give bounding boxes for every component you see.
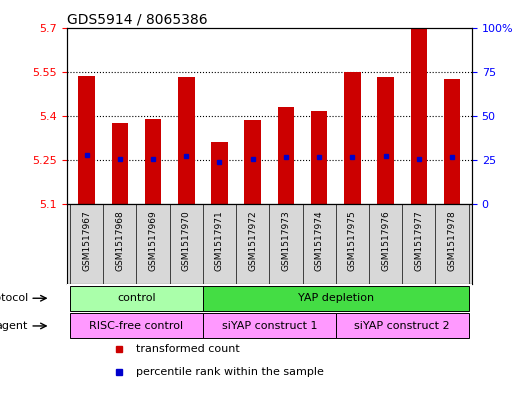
Bar [244,120,261,204]
Text: GSM1517969: GSM1517969 [149,210,157,271]
Bar [203,286,469,311]
Bar [211,142,228,204]
Bar [311,111,327,204]
Text: transformed count: transformed count [135,344,240,354]
Bar [70,286,203,311]
Text: GSM1517973: GSM1517973 [282,210,290,271]
Bar [278,107,294,204]
Text: GSM1517967: GSM1517967 [82,210,91,271]
Bar [70,314,203,338]
Text: GSM1517975: GSM1517975 [348,210,357,271]
Bar [145,119,162,204]
Bar [410,28,427,204]
Bar [78,76,95,204]
Text: siYAP construct 2: siYAP construct 2 [354,321,450,331]
Text: YAP depletion: YAP depletion [298,293,374,303]
Bar [377,77,394,204]
Text: control: control [117,293,156,303]
Text: GSM1517968: GSM1517968 [115,210,124,271]
Text: GSM1517974: GSM1517974 [314,210,324,271]
Bar [203,314,336,338]
Text: GSM1517978: GSM1517978 [447,210,457,271]
Bar [444,79,460,204]
Bar [344,72,361,204]
Bar [178,77,194,204]
Text: GSM1517976: GSM1517976 [381,210,390,271]
Text: GDS5914 / 8065386: GDS5914 / 8065386 [67,12,207,26]
Text: GSM1517977: GSM1517977 [415,210,423,271]
Bar [336,314,469,338]
Bar [111,123,128,204]
Text: siYAP construct 1: siYAP construct 1 [222,321,317,331]
Text: protocol: protocol [0,293,28,303]
Text: RISC-free control: RISC-free control [89,321,184,331]
Text: agent: agent [0,321,28,331]
Text: GSM1517972: GSM1517972 [248,210,257,271]
Text: GSM1517971: GSM1517971 [215,210,224,271]
Text: GSM1517970: GSM1517970 [182,210,191,271]
Text: percentile rank within the sample: percentile rank within the sample [135,367,324,377]
